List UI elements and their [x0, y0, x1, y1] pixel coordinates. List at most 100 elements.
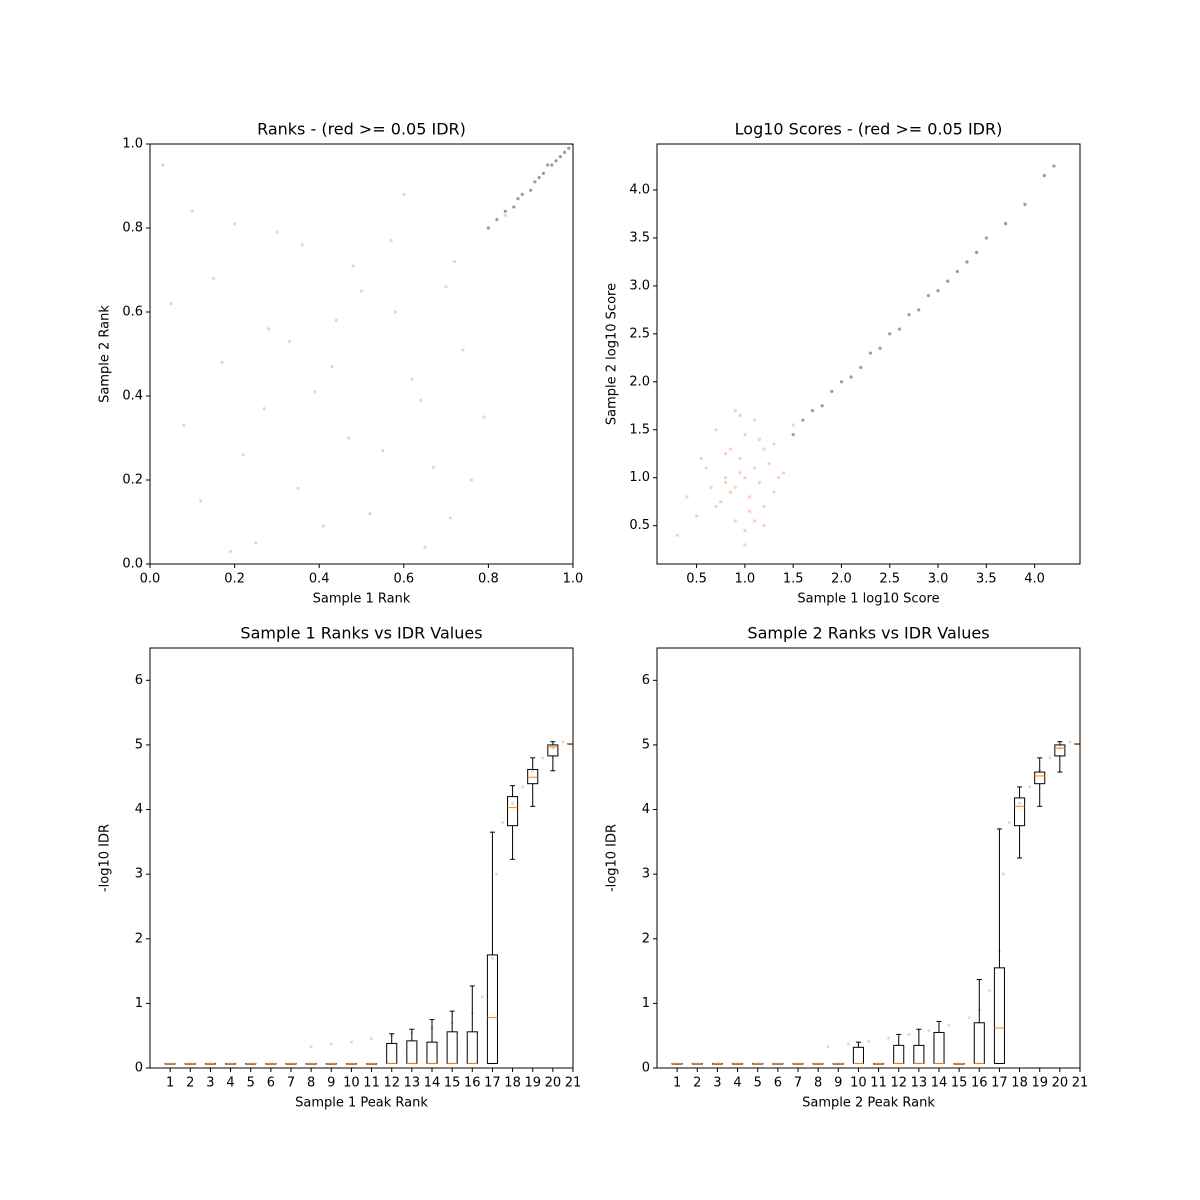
point	[801, 418, 805, 422]
plot-area	[675, 164, 1056, 547]
x-tick-label: 10	[850, 1076, 867, 1091]
x-tick-label: 14	[424, 1076, 441, 1091]
point	[733, 408, 737, 413]
point	[329, 1042, 333, 1046]
point	[287, 339, 292, 343]
point	[987, 988, 991, 992]
y-tick-label: 6	[135, 673, 143, 688]
x-tick-label: 3.0	[928, 572, 949, 587]
x-tick-label: 10	[343, 1076, 360, 1091]
point	[161, 163, 165, 167]
point	[482, 415, 486, 419]
plot-area	[671, 740, 1080, 1065]
point	[917, 308, 921, 312]
point	[529, 188, 533, 192]
point	[480, 995, 484, 999]
box	[527, 768, 539, 785]
point	[461, 348, 465, 352]
x-axis-label: Sample 2 Peak Rank	[802, 1096, 935, 1111]
point	[947, 1023, 951, 1027]
point	[859, 365, 863, 370]
point	[936, 289, 940, 293]
x-tick-label: 9	[834, 1076, 842, 1091]
point	[561, 740, 565, 744]
point	[791, 423, 795, 427]
box	[446, 1031, 458, 1064]
y-tick-label: 5	[642, 737, 650, 752]
y-tick-label: 0.5	[629, 518, 650, 533]
x-tick-label: 20	[1052, 1076, 1069, 1091]
point	[748, 495, 752, 499]
point	[419, 398, 423, 402]
point	[728, 490, 732, 494]
x-tick-label: 5	[754, 1076, 762, 1091]
point	[946, 279, 950, 283]
point	[888, 332, 892, 336]
box	[852, 1046, 864, 1064]
x-tick-label: 16	[971, 1076, 988, 1091]
point	[182, 423, 186, 427]
x-tick-label: 18	[1011, 1076, 1028, 1091]
x-tick-label: 1.0	[563, 572, 584, 587]
point	[723, 452, 728, 456]
point	[846, 1042, 850, 1046]
y-tick-label: 1.0	[629, 470, 650, 485]
point	[309, 1045, 313, 1049]
x-tick-label: 4	[226, 1076, 234, 1091]
point	[897, 327, 902, 331]
x-tick-label: 6	[267, 1076, 275, 1091]
x-tick-label: 0.5	[686, 572, 707, 587]
point	[334, 318, 338, 322]
point	[562, 150, 567, 154]
x-tick-label: 13	[911, 1076, 928, 1091]
box	[993, 967, 1005, 1064]
box	[893, 1044, 905, 1064]
x-tick-label: 12	[890, 1076, 907, 1091]
point	[423, 545, 427, 549]
point	[694, 514, 699, 518]
point	[743, 432, 747, 437]
point	[567, 146, 571, 150]
point	[541, 171, 545, 175]
point	[738, 471, 742, 475]
point	[546, 163, 550, 167]
y-tick-label: 4	[135, 802, 143, 817]
point	[494, 872, 498, 876]
point	[743, 476, 747, 480]
point	[275, 230, 279, 234]
y-tick-label: 3.5	[629, 230, 650, 245]
x-tick-label: 11	[870, 1076, 887, 1091]
point	[830, 389, 834, 393]
point	[169, 302, 173, 306]
y-tick-label: 0.6	[122, 305, 143, 320]
point	[762, 524, 766, 528]
x-tick-label: 7	[794, 1076, 802, 1091]
point	[719, 500, 723, 504]
box	[1034, 771, 1046, 785]
point	[887, 1036, 891, 1040]
point	[762, 504, 766, 509]
box	[466, 1031, 478, 1064]
point	[685, 495, 689, 499]
point	[389, 239, 393, 243]
y-tick-label: 4.0	[629, 183, 650, 198]
point	[490, 956, 494, 960]
x-tick-label: 17	[991, 1076, 1008, 1091]
point	[516, 197, 520, 201]
x-tick-label: 4	[733, 1076, 741, 1091]
x-tick-label: 1	[673, 1076, 681, 1091]
point	[402, 192, 406, 196]
x-tick-label: 2	[186, 1076, 194, 1091]
x-tick-label: 1	[166, 1076, 174, 1091]
point	[521, 785, 525, 789]
point	[839, 380, 844, 384]
x-tick-label: 2.5	[879, 572, 900, 587]
point	[531, 769, 535, 773]
y-tick-label: 4	[642, 802, 650, 817]
x-axis-label: Sample 1 Peak Rank	[295, 1096, 428, 1111]
point	[347, 436, 351, 440]
subplot-title: Sample 2 Ranks vs IDR Values	[747, 624, 989, 643]
point	[370, 1037, 374, 1041]
subplot-title: Ranks - (red >= 0.05 IDR)	[257, 120, 466, 139]
point	[211, 276, 216, 280]
